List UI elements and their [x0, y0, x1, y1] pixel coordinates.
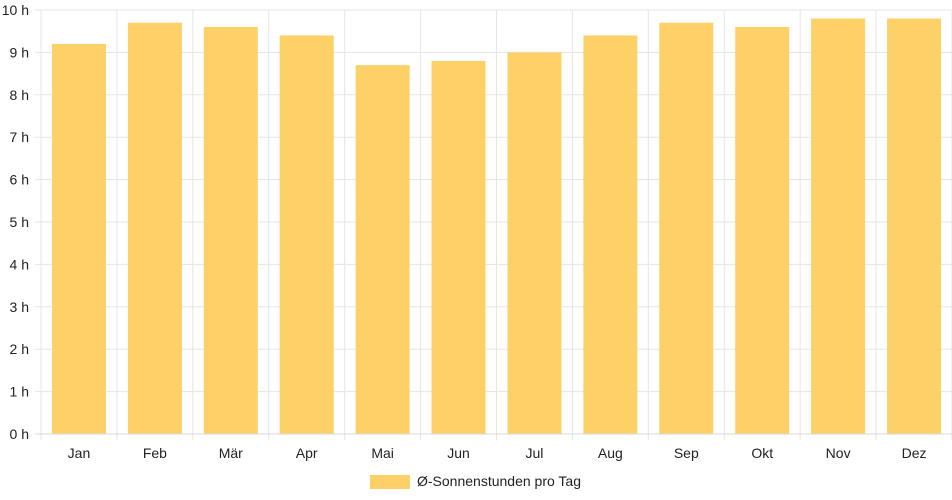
x-tick-label: Mär [219, 445, 243, 461]
legend: Ø-Sonnenstunden pro Tag [370, 473, 581, 489]
axes: 0 h 1 h 2 h 3 h 4 h 5 h 6 h 7 h 8 h 9 h 10 h Jan Feb… [2, 2, 952, 461]
bar-aug [583, 35, 638, 434]
x-tick-label: Nov [826, 445, 851, 461]
bars [51, 18, 942, 435]
bar-jun [431, 60, 486, 434]
y-tick-label: 2 h [10, 341, 29, 357]
x-tick-label: Jul [526, 445, 544, 461]
legend-swatch [370, 475, 410, 489]
x-tick-label: Sep [674, 445, 699, 461]
x-tick-label: Aug [598, 445, 623, 461]
y-tick-label: 1 h [10, 384, 29, 400]
x-tick-label: Apr [296, 445, 318, 461]
bar-jul [507, 52, 562, 435]
bar-nov [811, 18, 866, 434]
bar-okt [735, 26, 790, 435]
x-tick-label: Mai [371, 445, 394, 461]
y-tick-label: 4 h [10, 256, 29, 272]
y-tick-label: 8 h [10, 87, 29, 103]
x-tick-label: Okt [751, 445, 773, 461]
x-tick-label: Jun [447, 445, 470, 461]
y-tick-label: 7 h [10, 129, 29, 145]
bar-mai [355, 65, 410, 435]
y-tick-label: 3 h [10, 299, 29, 315]
y-tick-label: 10 h [2, 2, 29, 18]
bar-mär [203, 26, 258, 435]
grid [35, 9, 952, 440]
x-tick-label: Feb [143, 445, 167, 461]
x-tick-label: Jan [68, 445, 91, 461]
bar-apr [279, 35, 334, 434]
x-tick-label: Dez [902, 445, 927, 461]
bar-dez [887, 18, 942, 434]
y-tick-label: 6 h [10, 172, 29, 188]
y-tick-label: 5 h [10, 214, 29, 230]
bar-sep [659, 22, 714, 434]
y-tick-label: 0 h [10, 426, 29, 442]
legend-label: Ø-Sonnenstunden pro Tag [417, 473, 581, 489]
bar-feb [127, 22, 182, 434]
bar-jan [51, 43, 106, 435]
y-tick-label: 9 h [10, 44, 29, 60]
